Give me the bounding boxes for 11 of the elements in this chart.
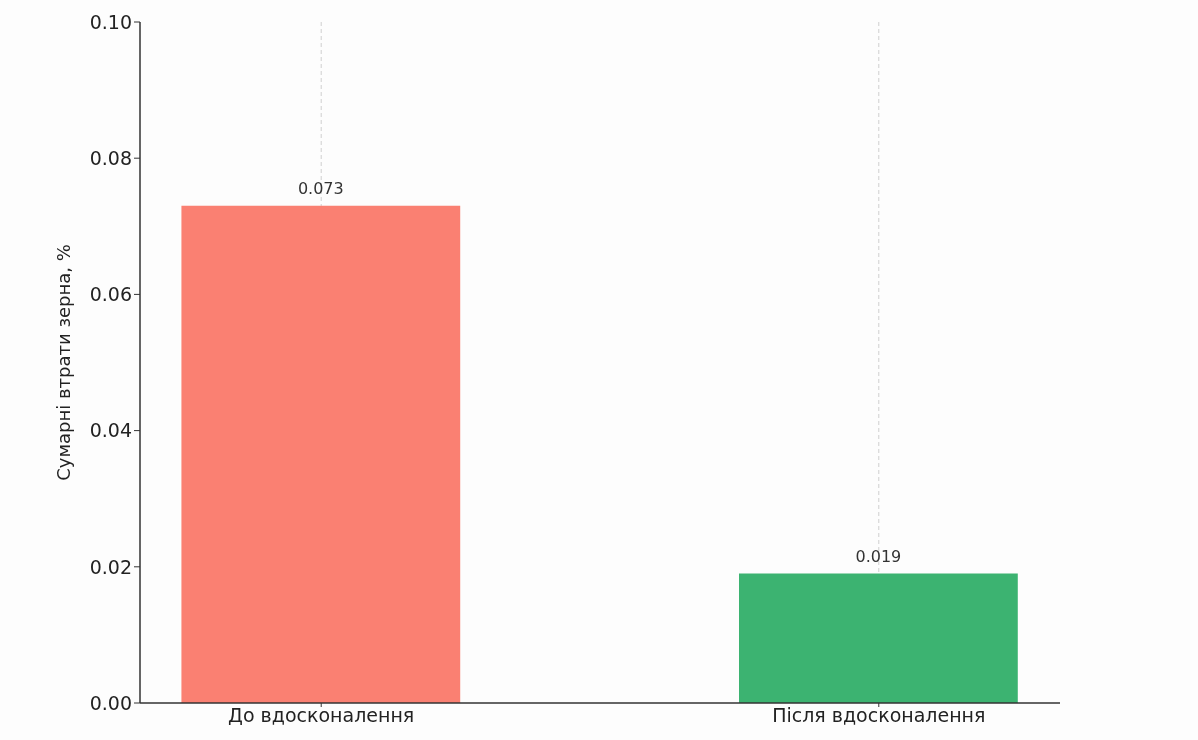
y-tick-label: 0.06 [89,283,132,306]
y-tick-label: 0.00 [89,691,132,714]
y-tick-label: 0.10 [89,10,132,33]
data-label: 0.073 [297,178,344,198]
x-tick-label: До вдосконалення [228,704,415,727]
y-tick-label: 0.08 [89,146,132,169]
y-tick-label: 0.02 [89,555,132,578]
x-tick-label: Після вдосконалення [772,704,986,727]
y-tick-label: 0.04 [89,419,132,442]
y-axis-title: Сумарні втрати зерна, % [53,244,74,481]
data-label: 0.019 [855,546,902,566]
